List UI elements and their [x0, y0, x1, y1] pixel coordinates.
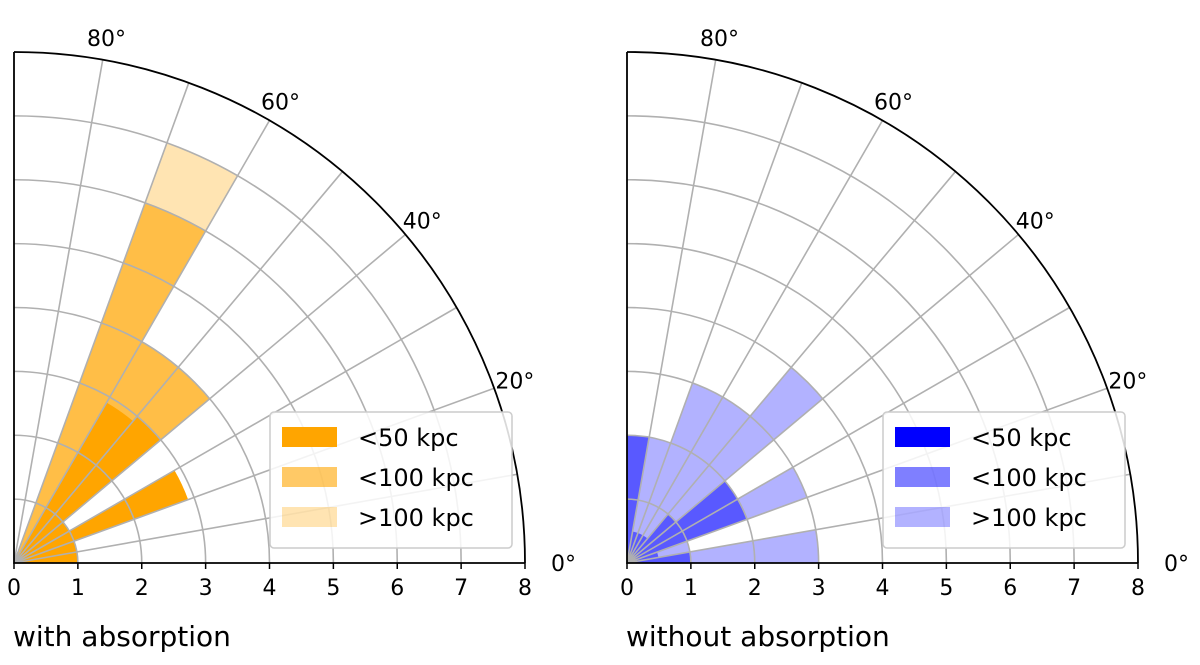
legend-swatch-lt-50-kpc — [282, 427, 337, 447]
theta-tick-label-60: 60° — [874, 90, 913, 115]
bar-lt-100-kpc-bin-3 — [627, 480, 738, 563]
grid-spoke-80 — [626, 59, 717, 564]
r-tick-label-2: 2 — [135, 576, 149, 601]
bar-gt-100-kpc-bin-4 — [627, 367, 823, 563]
grid-spoke-80 — [13, 59, 104, 564]
theta-tick-label-20: 20° — [1108, 370, 1147, 395]
grid-spoke-60 — [626, 120, 884, 564]
bar-lt-50-kpc-bin-3 — [14, 521, 70, 563]
r-tick-label-6: 6 — [1003, 576, 1017, 601]
bar-lt-100-kpc-bin-2 — [627, 499, 748, 563]
grid-spoke-50 — [13, 171, 344, 564]
r-tick-label-4: 4 — [876, 576, 890, 601]
r-tick-label-6: 6 — [390, 576, 404, 601]
legend-label-lt-100-kpc: <100 kpc — [358, 464, 474, 492]
grid-spoke-40 — [13, 233, 406, 564]
grid-spoke-30 — [13, 306, 457, 564]
legend-swatch-lt-100-kpc — [895, 467, 950, 487]
grid-circle-3 — [13, 370, 207, 564]
r-tick-label-8: 8 — [518, 576, 532, 601]
grid-spoke-70 — [13, 82, 190, 564]
grid-spoke-50 — [626, 171, 957, 564]
bar-lt-50-kpc-bin-2 — [14, 470, 189, 563]
grid-circle-1 — [626, 498, 692, 564]
bar-lt-100-kpc-bin-4 — [627, 514, 676, 563]
polar-panel-without-absorption: 0 1 2 3 4 5 6 7 80°20°40°60°80°without absorptio… — [620, 27, 1189, 653]
theta-tick-label-80: 80° — [87, 27, 126, 52]
theta-tick-label-40: 40° — [1016, 209, 1055, 234]
grid-circle-2 — [626, 434, 756, 564]
legend: <50 kpc <100 kpc >100 kpc — [269, 411, 513, 549]
legend-label-gt-100-kpc: >100 kpc — [971, 504, 1087, 532]
grid-circle-4 — [13, 306, 271, 564]
r-tick-label-4: 4 — [263, 576, 277, 601]
r-tick-label-0: 0 — [620, 576, 634, 601]
grid-spoke-30 — [626, 306, 1070, 564]
panel-title: with absorption — [13, 620, 231, 653]
legend-swatch-gt-100-kpc — [895, 507, 950, 527]
grid-spoke-60 — [13, 120, 271, 564]
legend-label-lt-100-kpc: <100 kpc — [971, 464, 1087, 492]
panel-title: without absorption — [626, 620, 890, 653]
theta-tick-label-60: 60° — [261, 90, 300, 115]
r-tick-label-5: 5 — [326, 576, 340, 601]
theta-tick-label-20: 20° — [495, 370, 534, 395]
bar-lt-50-kpc-bin-5 — [14, 402, 134, 563]
grid-spoke-40 — [626, 233, 1019, 564]
r-tick-label-0: 0 — [7, 576, 21, 601]
r-tick-label-1: 1 — [684, 576, 698, 601]
r-tick-label-2: 2 — [748, 576, 762, 601]
r-tick-label-7: 7 — [454, 576, 468, 601]
legend-swatch-gt-100-kpc — [282, 507, 337, 527]
bar-lt-50-kpc-bin-4 — [14, 416, 161, 563]
grid-circle-4 — [626, 306, 884, 564]
theta-tick-label-0: 0° — [551, 552, 576, 577]
r-tick-label-8: 8 — [1131, 576, 1145, 601]
polar-panel-with-absorption: 0 1 2 3 4 5 6 7 80°20°40°60°80°with absorption<5… — [7, 27, 576, 653]
legend-swatch-lt-100-kpc — [282, 467, 337, 487]
grid-circle-2 — [13, 434, 143, 564]
theta-tick-label-40: 40° — [403, 209, 442, 234]
grid-circle-3 — [626, 370, 820, 564]
r-tick-label-5: 5 — [939, 576, 953, 601]
bar-gt-100-kpc-bin-6 — [627, 382, 723, 563]
bar-gt-100-kpc-bin-5 — [627, 397, 751, 563]
legend-swatch-lt-50-kpc — [895, 427, 950, 447]
r-tick-label-7: 7 — [1067, 576, 1081, 601]
grid-circle-1 — [13, 498, 79, 564]
theta-tick-label-0: 0° — [1164, 552, 1189, 577]
legend: <50 kpc <100 kpc >100 kpc — [882, 411, 1126, 549]
r-tick-label-1: 1 — [71, 576, 85, 601]
grid-spoke-70 — [626, 82, 803, 564]
legend-label-gt-100-kpc: >100 kpc — [358, 504, 474, 532]
r-tick-label-3: 3 — [812, 576, 826, 601]
legend-label-lt-50-kpc: <50 kpc — [971, 424, 1072, 452]
legend-label-lt-50-kpc: <50 kpc — [358, 424, 459, 452]
bar-lt-100-kpc-bin-6 — [14, 202, 206, 564]
r-tick-label-3: 3 — [199, 576, 213, 601]
theta-tick-label-80: 80° — [700, 27, 739, 52]
